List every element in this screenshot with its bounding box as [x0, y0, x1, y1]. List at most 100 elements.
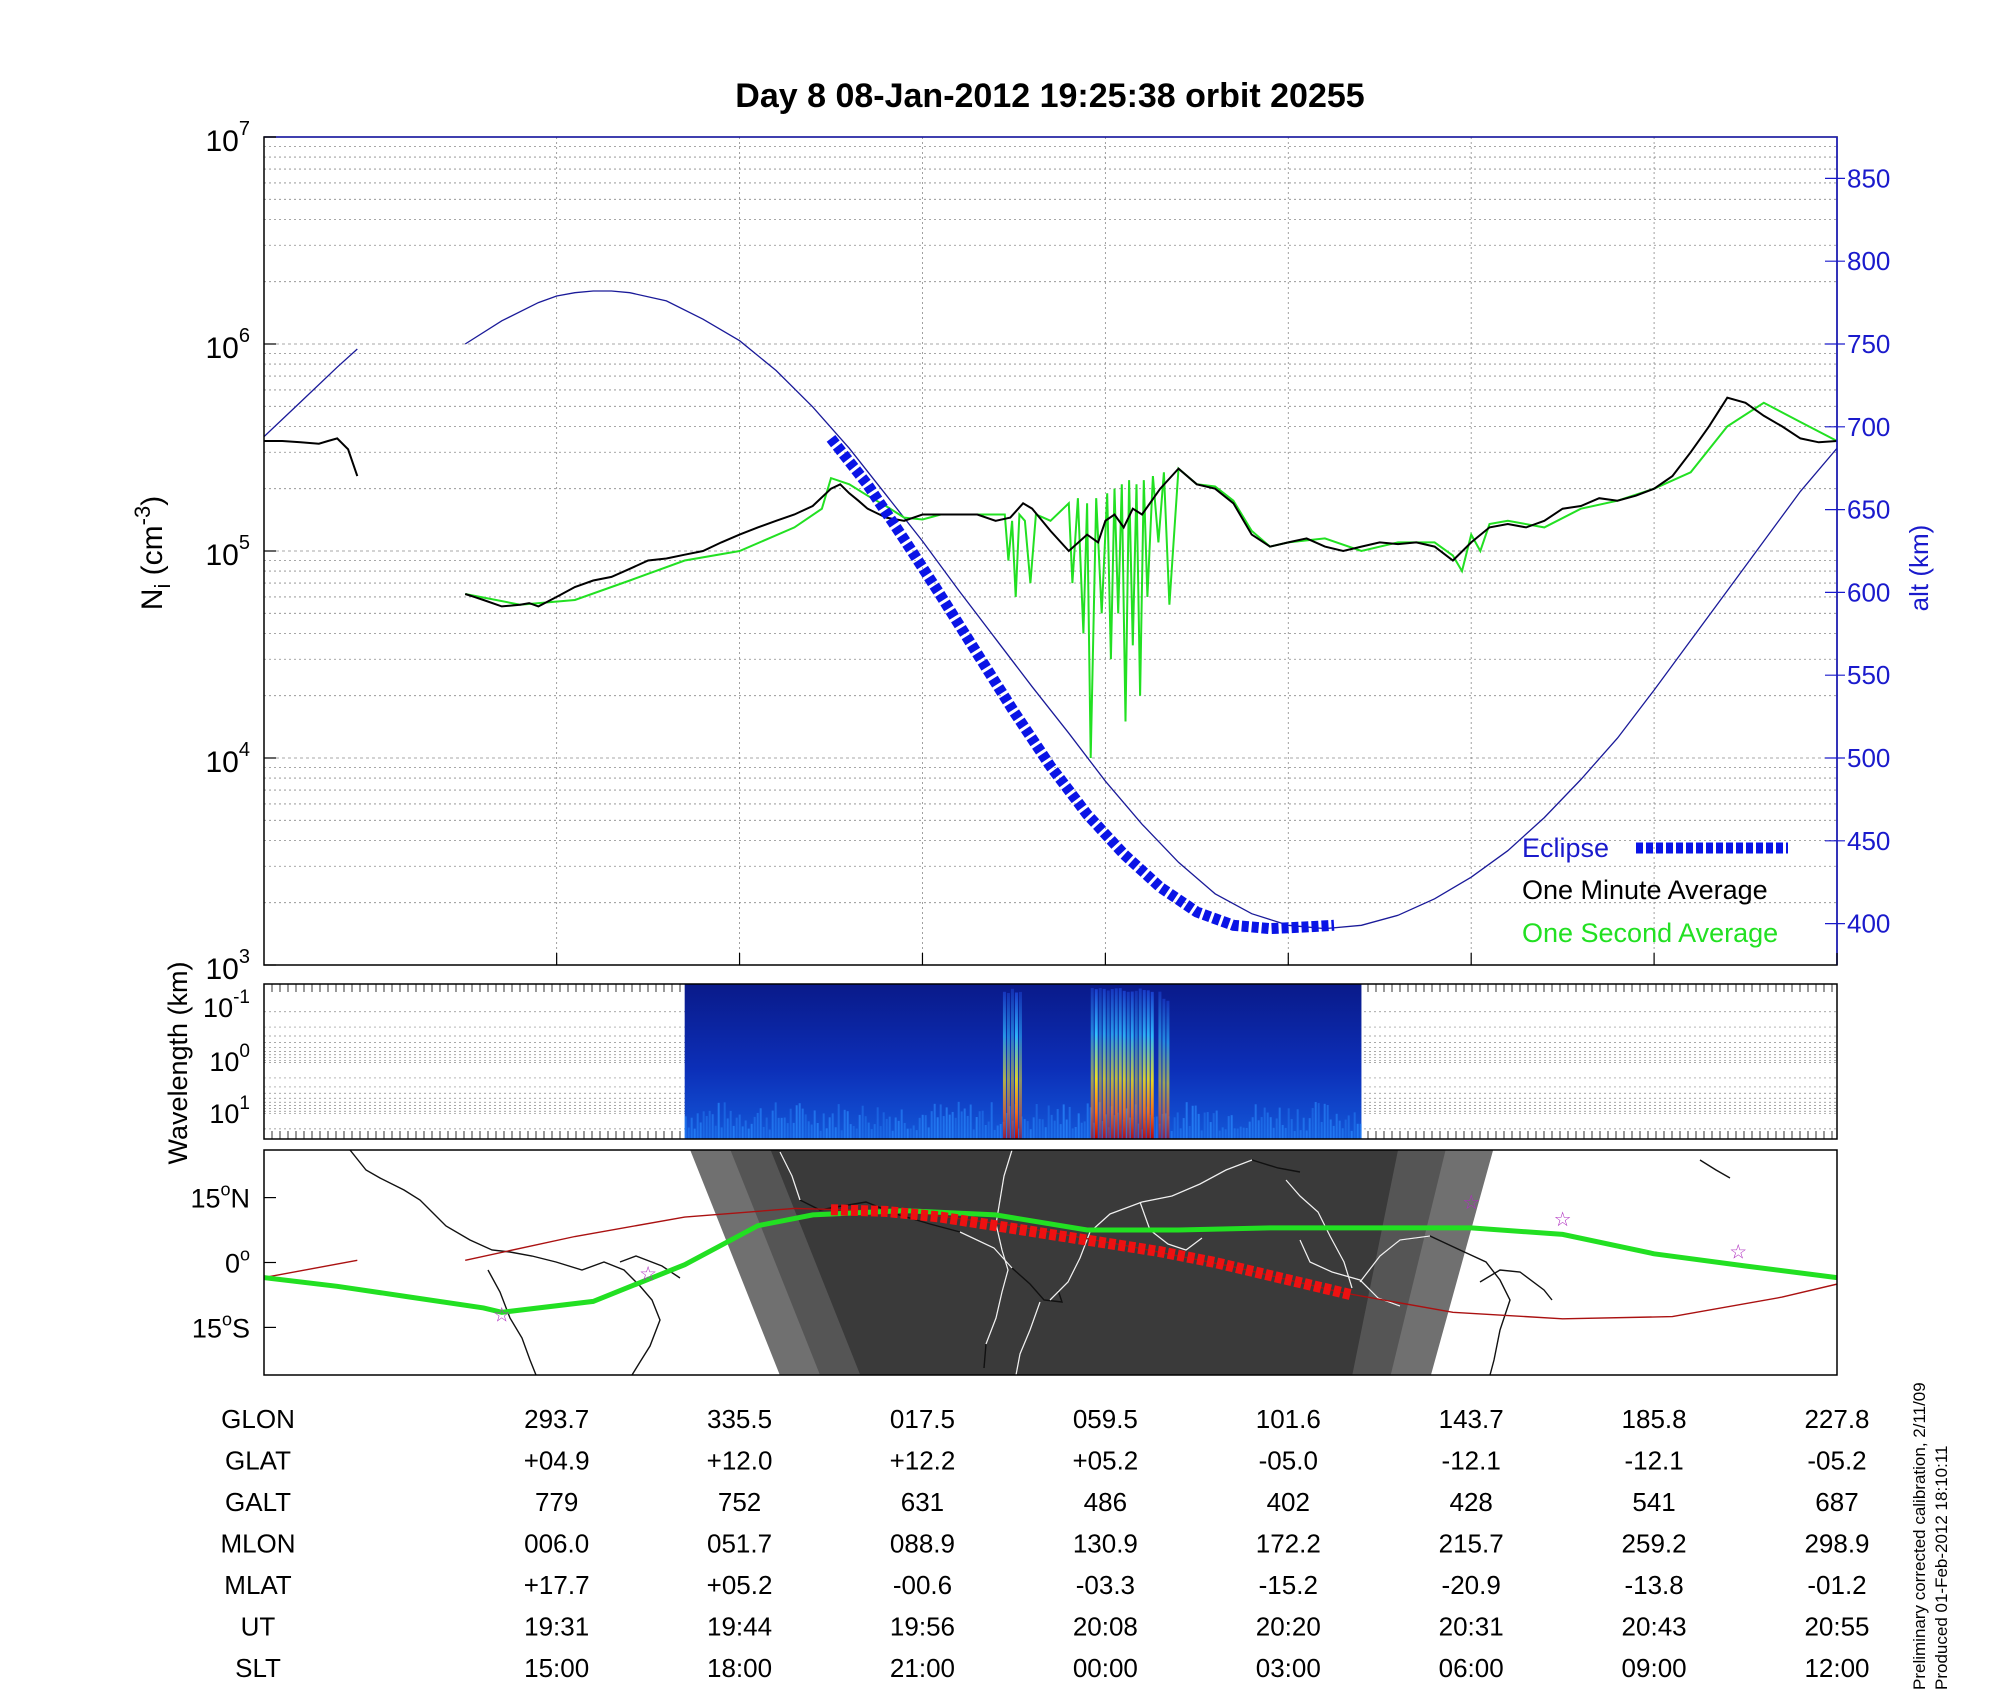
- one-minute-average-line: [264, 396, 1837, 608]
- spectrogram-texture: [1179, 1128, 1182, 1139]
- density-y-tick-label: 103: [206, 946, 251, 986]
- spectrogram-texture: [765, 1117, 768, 1139]
- spectrogram-texture: [1065, 1119, 1068, 1139]
- density-y-label-close: ): [136, 496, 169, 506]
- coastline-night: [779, 1151, 801, 1201]
- spectrogram-texture: [702, 1111, 705, 1139]
- spectrogram-band: [1094, 989, 1098, 1139]
- spectrogram-texture: [1194, 1105, 1197, 1139]
- spectrogram-texture: [1191, 1105, 1194, 1139]
- spectrogram-texture: [939, 1104, 942, 1139]
- table-cell: 752: [718, 1487, 761, 1517]
- spectrogram-texture: [1323, 1103, 1326, 1139]
- map-y-tick-label: 15oN: [190, 1180, 250, 1214]
- spectrogram-texture: [906, 1128, 909, 1139]
- spectrogram-texture: [978, 1111, 981, 1139]
- spectrogram-texture: [822, 1113, 825, 1139]
- wavelength-y-tick-label: 100: [209, 1041, 250, 1077]
- produced-note: Produced 01-Feb-2012 18:10:11: [1932, 1446, 1951, 1690]
- spectrogram-texture: [1032, 1117, 1035, 1139]
- spectrogram-texture: [1017, 1128, 1020, 1139]
- wavelength-frame: [263, 983, 1838, 1140]
- spectrogram-texture: [1302, 1117, 1305, 1139]
- table-cell: 051.7: [707, 1529, 772, 1559]
- chart-title: Day 8 08-Jan-2012 19:25:38 orbit 20255: [735, 77, 1364, 115]
- spectrogram-texture: [1263, 1107, 1266, 1139]
- table-cell: 20:43: [1622, 1612, 1687, 1642]
- eclipse-line: [826, 434, 1335, 935]
- spectrogram-texture: [1224, 1129, 1227, 1139]
- table-cell: 298.9: [1804, 1529, 1869, 1559]
- coastline: [487, 1269, 537, 1375]
- spectrogram-texture: [972, 1129, 975, 1139]
- lat-value: 15: [190, 1184, 220, 1214]
- spectrogram-texture: [1284, 1127, 1287, 1139]
- lat-degree: o: [220, 1180, 230, 1200]
- spectrogram-texture: [1305, 1130, 1308, 1139]
- spectrogram-texture: [1029, 1129, 1032, 1139]
- altitude-y-tick-label: 650: [1847, 495, 1890, 525]
- spectrogram-texture: [1341, 1128, 1344, 1139]
- lat-value: 0: [225, 1249, 240, 1279]
- spectrogram-texture: [996, 1125, 999, 1139]
- spectrogram-texture: [777, 1117, 780, 1139]
- table-cell: 059.5: [1073, 1404, 1138, 1434]
- spectrogram-texture: [930, 1111, 933, 1139]
- spectrogram-texture: [912, 1125, 915, 1139]
- calibration-note: Preliminary corrected calibration, 2/11/…: [1910, 1382, 1929, 1690]
- spectrogram-band: [1114, 988, 1118, 1139]
- spectrogram-texture: [936, 1117, 939, 1139]
- spectrogram-texture: [855, 1128, 858, 1139]
- table-cell: +12.2: [890, 1446, 956, 1476]
- spectrogram-texture: [729, 1110, 732, 1139]
- spectrogram-texture: [1176, 1112, 1179, 1139]
- legend-eclipse-label: Eclipse: [1522, 833, 1609, 863]
- spectrogram-texture: [1086, 1103, 1089, 1139]
- spectrogram-texture: [1047, 1105, 1050, 1139]
- spectrogram-texture: [984, 1124, 987, 1139]
- spectrogram-texture: [1257, 1120, 1260, 1139]
- spectrogram-texture: [786, 1123, 789, 1139]
- tick-base: 10: [203, 993, 233, 1023]
- spectrogram-texture: [1185, 1102, 1188, 1139]
- spectrogram-texture: [897, 1120, 900, 1139]
- wavelength-y-label: Wavelength (km): [163, 961, 193, 1164]
- table-cell: 006.0: [524, 1529, 589, 1559]
- tick-base: 10: [206, 746, 239, 779]
- coastline: [1479, 1269, 1553, 1301]
- coastline-night: [985, 1150, 1013, 1345]
- spectrogram-texture: [1212, 1113, 1215, 1139]
- spectrogram-texture: [732, 1125, 735, 1139]
- spectrogram-texture: [1203, 1112, 1206, 1139]
- tick-exp: 0: [239, 1041, 250, 1062]
- density-y-label: Ni (cm-3): [130, 496, 175, 610]
- tick-exp: 3: [239, 946, 250, 968]
- spectrogram-texture: [867, 1122, 870, 1139]
- table-cell: -05.2: [1807, 1446, 1866, 1476]
- table-cell: +05.2: [1072, 1446, 1138, 1476]
- spectrogram-texture: [1056, 1109, 1059, 1139]
- spectrogram-texture: [1281, 1124, 1284, 1139]
- table-cell: 687: [1815, 1487, 1858, 1517]
- spectrogram-texture: [1344, 1119, 1347, 1139]
- table-cell: 20:20: [1256, 1612, 1321, 1642]
- spectrogram-texture: [894, 1117, 897, 1139]
- table-cell: -01.2: [1807, 1570, 1866, 1600]
- spectrogram-texture: [1083, 1121, 1086, 1139]
- spectrogram-texture: [1293, 1130, 1296, 1139]
- night-shading: [690, 1150, 1494, 1375]
- altitude-y-ticks: 400 450 500 550 600 650 700 750 800 850: [1825, 163, 1890, 939]
- spectrogram-texture: [1308, 1118, 1311, 1139]
- spectrogram-texture: [711, 1114, 714, 1139]
- spectrogram-texture: [783, 1117, 786, 1139]
- spectrogram-texture: [1218, 1130, 1221, 1139]
- table-cell: 402: [1267, 1487, 1310, 1517]
- spectrogram-texture: [1035, 1103, 1038, 1139]
- table-cell: 293.7: [524, 1404, 589, 1434]
- coastline-night: [959, 1231, 1013, 1269]
- table-row-label: MLON: [220, 1529, 295, 1559]
- spectrogram-band: [1098, 988, 1102, 1139]
- spectrogram-texture: [1068, 1106, 1071, 1139]
- ephemeris-table: GLON 293.7 335.5 017.5 059.5 101.6 143.7 185.8 2…: [220, 1404, 1869, 1683]
